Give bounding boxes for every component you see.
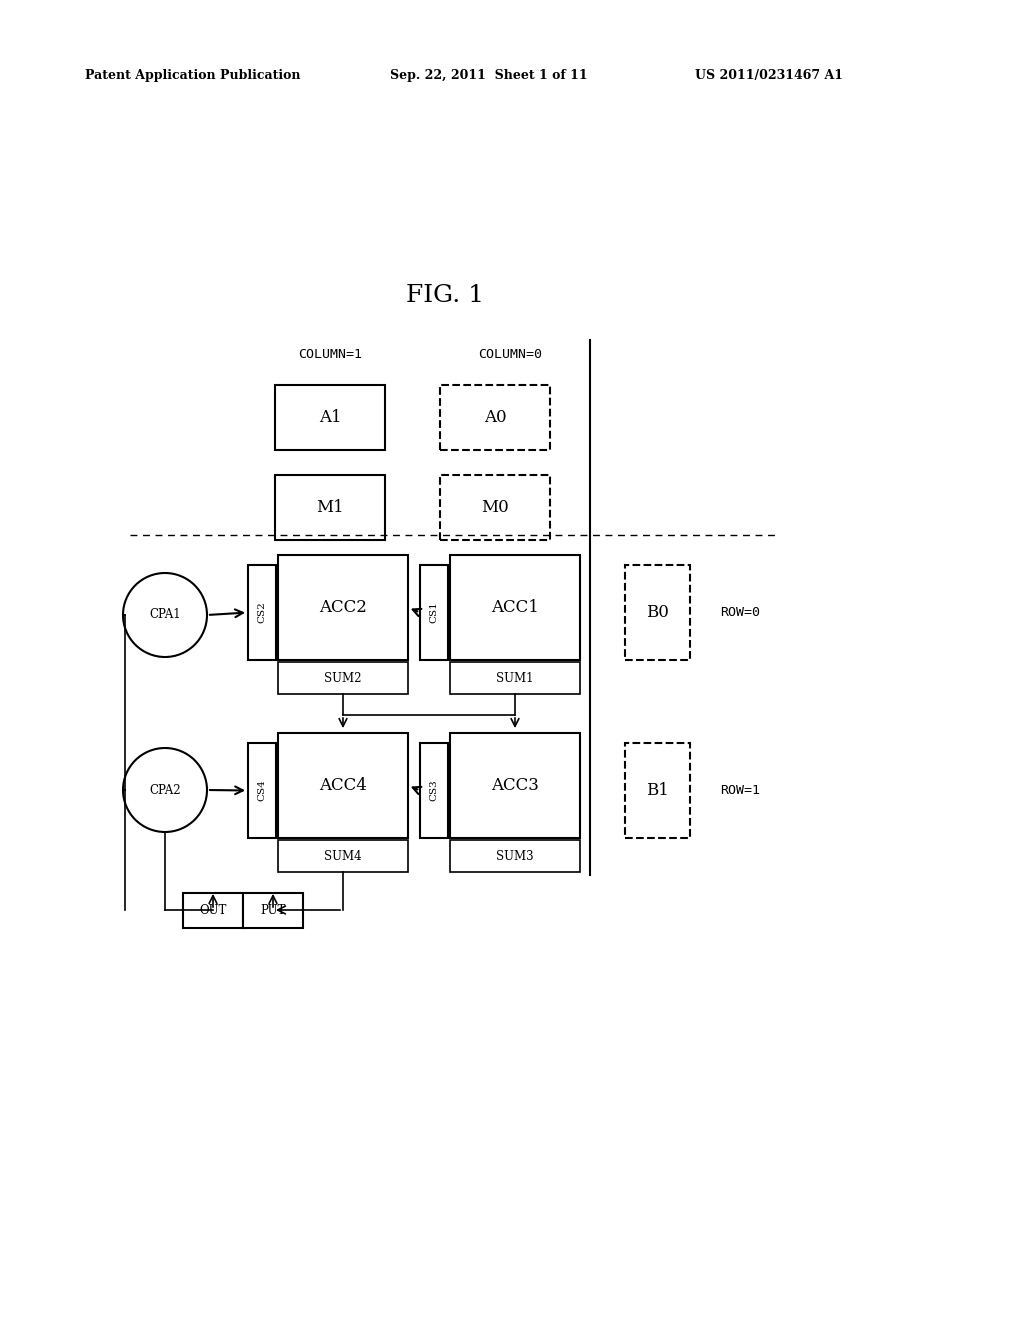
Text: CPA2: CPA2 (150, 784, 181, 796)
Text: M1: M1 (316, 499, 344, 516)
Bar (440, 385, 550, 450)
Text: CS2: CS2 (257, 602, 266, 623)
Text: Patent Application Publication: Patent Application Publication (85, 69, 300, 82)
Bar (275, 385, 385, 450)
Bar (450, 663, 580, 694)
Text: A1: A1 (318, 409, 341, 426)
Text: ROW=0: ROW=0 (720, 606, 760, 619)
Text: COLUMN=0: COLUMN=0 (478, 348, 542, 362)
Text: ACC4: ACC4 (319, 777, 367, 795)
Bar (275, 475, 385, 540)
Bar (625, 565, 690, 660)
Bar (450, 840, 580, 873)
Text: FIG. 1: FIG. 1 (406, 284, 484, 306)
Text: SUM3: SUM3 (497, 850, 534, 862)
Bar (248, 565, 276, 660)
Text: OUT: OUT (200, 904, 226, 917)
Circle shape (123, 573, 207, 657)
Text: SUM1: SUM1 (497, 672, 534, 685)
Bar (625, 743, 690, 838)
Text: COLUMN=1: COLUMN=1 (298, 348, 362, 362)
Bar (278, 663, 408, 694)
Bar (440, 475, 550, 540)
Circle shape (123, 748, 207, 832)
Text: M0: M0 (481, 499, 509, 516)
Text: ACC1: ACC1 (492, 599, 539, 616)
Bar (243, 894, 303, 928)
Text: CS3: CS3 (429, 780, 438, 801)
Bar (450, 554, 580, 660)
Bar (278, 733, 408, 838)
Text: B1: B1 (646, 781, 669, 799)
Text: CS1: CS1 (429, 602, 438, 623)
Text: SUM4: SUM4 (325, 850, 361, 862)
Bar (278, 840, 408, 873)
Text: ROW=1: ROW=1 (720, 784, 760, 797)
Text: US 2011/0231467 A1: US 2011/0231467 A1 (695, 69, 843, 82)
Text: Sep. 22, 2011  Sheet 1 of 11: Sep. 22, 2011 Sheet 1 of 11 (390, 69, 588, 82)
Bar (450, 733, 580, 838)
Text: PUT: PUT (260, 904, 286, 917)
Text: ACC2: ACC2 (319, 599, 367, 616)
Text: CPA1: CPA1 (150, 609, 181, 622)
Bar (248, 743, 276, 838)
Text: A0: A0 (483, 409, 506, 426)
Text: ACC3: ACC3 (492, 777, 539, 795)
Bar (183, 894, 243, 928)
Text: SUM2: SUM2 (325, 672, 361, 685)
Text: B0: B0 (646, 605, 669, 620)
Bar (420, 743, 449, 838)
Bar (278, 554, 408, 660)
Text: CS4: CS4 (257, 780, 266, 801)
Bar (420, 565, 449, 660)
